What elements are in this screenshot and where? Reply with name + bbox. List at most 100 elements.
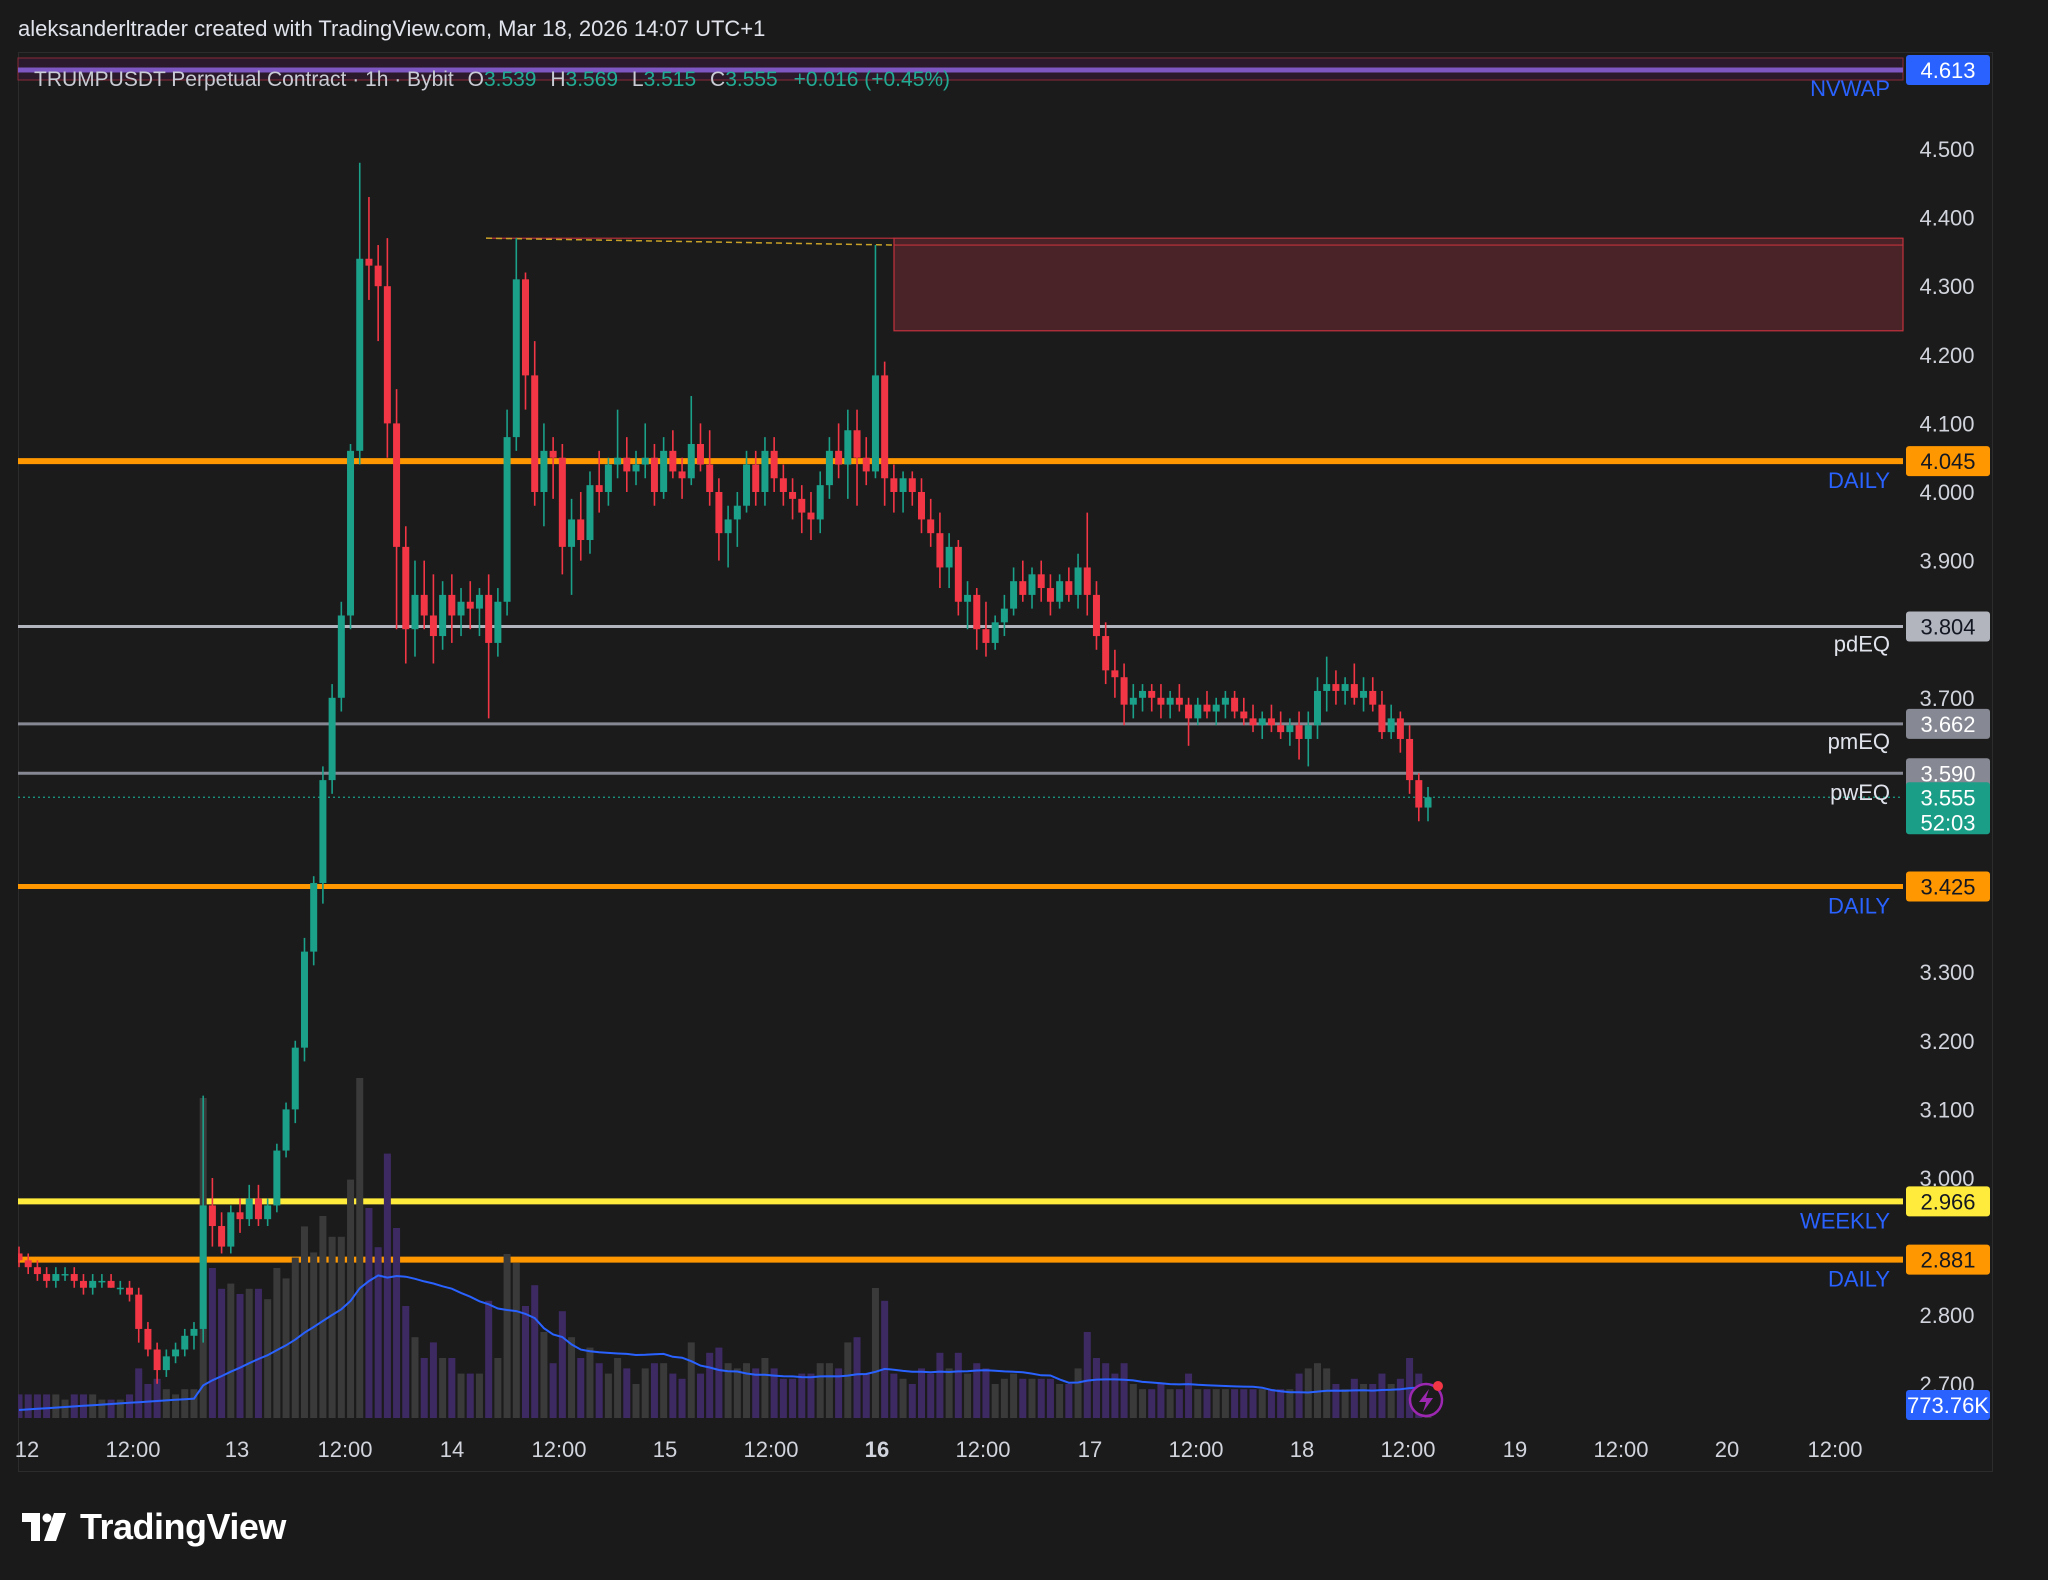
candle-body xyxy=(531,375,539,492)
y-tick-label: 3.200 xyxy=(1919,1029,1974,1054)
volume-bar xyxy=(1028,1378,1036,1418)
volume-bar xyxy=(595,1363,603,1418)
volume-bar xyxy=(1046,1378,1054,1418)
current-price-text: 3.555 xyxy=(1920,785,1975,810)
candle-body xyxy=(964,594,972,602)
volume-bar xyxy=(1139,1389,1147,1418)
volume-bar xyxy=(1175,1389,1183,1418)
candle-body xyxy=(1194,704,1202,719)
volume-bar xyxy=(678,1378,686,1418)
volume-bar xyxy=(402,1306,410,1418)
volume-bar xyxy=(540,1332,548,1418)
volume-bar xyxy=(614,1358,622,1418)
candle-body xyxy=(1295,725,1303,739)
y-tick-label: 4.400 xyxy=(1919,206,1974,231)
volume-bar xyxy=(936,1352,944,1418)
price-tag-2.966 xyxy=(1906,1186,1990,1217)
x-tick-label: 12 xyxy=(15,1437,39,1462)
volume-bar xyxy=(503,1254,511,1418)
volume-bar xyxy=(236,1294,244,1418)
candle-body xyxy=(1406,738,1414,781)
volume-bar xyxy=(660,1363,668,1418)
candle-body xyxy=(1360,690,1368,698)
volume-bar xyxy=(43,1394,51,1418)
candle-body xyxy=(328,697,336,781)
volume-bar xyxy=(945,1368,953,1418)
x-tick-label: 12:00 xyxy=(531,1437,586,1462)
candlestick-chart[interactable]: 4.500 4.400 4.300 4.200 4.100 4.000 3.900 3.700… xyxy=(0,0,2048,1500)
price-tag-4.045 xyxy=(1906,446,1990,477)
high-label: H xyxy=(550,68,566,91)
volume-bar xyxy=(743,1363,751,1418)
volume-bar xyxy=(881,1300,889,1418)
candle-body xyxy=(724,519,732,534)
candle-body xyxy=(374,265,382,287)
volume-bar xyxy=(33,1394,41,1418)
x-tick-label: 12:00 xyxy=(105,1437,160,1462)
x-tick-label: 14 xyxy=(440,1437,464,1462)
tradingview-brand-text: TradingView xyxy=(80,1506,286,1547)
volume-bar xyxy=(853,1337,861,1418)
candle-body xyxy=(411,594,419,630)
candle-body xyxy=(1065,581,1073,595)
candle-body xyxy=(1378,704,1386,733)
volume-bar xyxy=(1360,1384,1368,1418)
candle-body xyxy=(853,430,861,458)
volume-bar xyxy=(1369,1384,1377,1418)
symbol-title[interactable]: TRUMPUSDT Perpetual Contract · 1h · Bybi… xyxy=(34,68,454,91)
volume-bar xyxy=(991,1384,999,1418)
candle-body xyxy=(706,464,714,492)
volume-bar xyxy=(1387,1384,1395,1418)
candle-body xyxy=(549,450,557,458)
candle-body xyxy=(1019,581,1027,595)
y-tick-label: 3.900 xyxy=(1919,549,1974,574)
volume-bar xyxy=(190,1389,198,1418)
candle-body xyxy=(402,546,410,630)
candle-body xyxy=(798,498,806,513)
volume-bar xyxy=(181,1389,189,1418)
candle-body xyxy=(696,443,704,465)
candle-body xyxy=(927,519,935,534)
level-name-label: DAILY xyxy=(1828,1267,1890,1292)
candle-body xyxy=(991,622,999,643)
price-tag-text: 3.662 xyxy=(1920,712,1975,737)
candle-body xyxy=(457,601,465,616)
candle-body xyxy=(973,594,981,630)
candle-body xyxy=(752,464,760,492)
candle-body xyxy=(1258,718,1266,726)
symbol-legend[interactable]: TRUMPUSDT Perpetual Contract · 1h · Bybi… xyxy=(34,68,950,92)
tradingview-logo[interactable]: TradingView xyxy=(22,1506,286,1548)
candle-body xyxy=(1111,670,1119,678)
volume-bar xyxy=(457,1373,465,1418)
volume-bar xyxy=(18,1394,23,1418)
x-tick-label: 13 xyxy=(225,1437,249,1462)
x-tick-label: 18 xyxy=(1290,1437,1314,1462)
candle-body xyxy=(881,375,889,479)
fib-dashed-line xyxy=(485,237,895,246)
candle-body xyxy=(1240,711,1248,719)
candle-body xyxy=(779,478,787,492)
candle-body xyxy=(439,594,447,637)
volume-bar xyxy=(586,1347,594,1418)
volume-bar xyxy=(254,1288,262,1418)
candle-body xyxy=(181,1335,189,1350)
candle-body xyxy=(1231,697,1239,712)
volume-bar xyxy=(908,1384,916,1418)
candle-body xyxy=(577,519,585,541)
volume-bar xyxy=(383,1153,391,1418)
volume-bar xyxy=(844,1342,852,1418)
volume-bar xyxy=(439,1358,447,1418)
open-label: O xyxy=(467,68,484,91)
volume-bar xyxy=(1166,1389,1174,1418)
volume-bar xyxy=(218,1288,226,1418)
candle-body xyxy=(503,437,511,602)
close-label: C xyxy=(710,68,726,91)
candle-body xyxy=(466,601,474,609)
candle-body xyxy=(98,1280,106,1283)
supply-zone xyxy=(893,237,1904,332)
x-tick-label: 12:00 xyxy=(1380,1437,1435,1462)
candle-body xyxy=(347,450,355,616)
candle-body xyxy=(558,457,566,547)
volume-bar xyxy=(1396,1378,1404,1418)
volume-bar xyxy=(641,1368,649,1418)
